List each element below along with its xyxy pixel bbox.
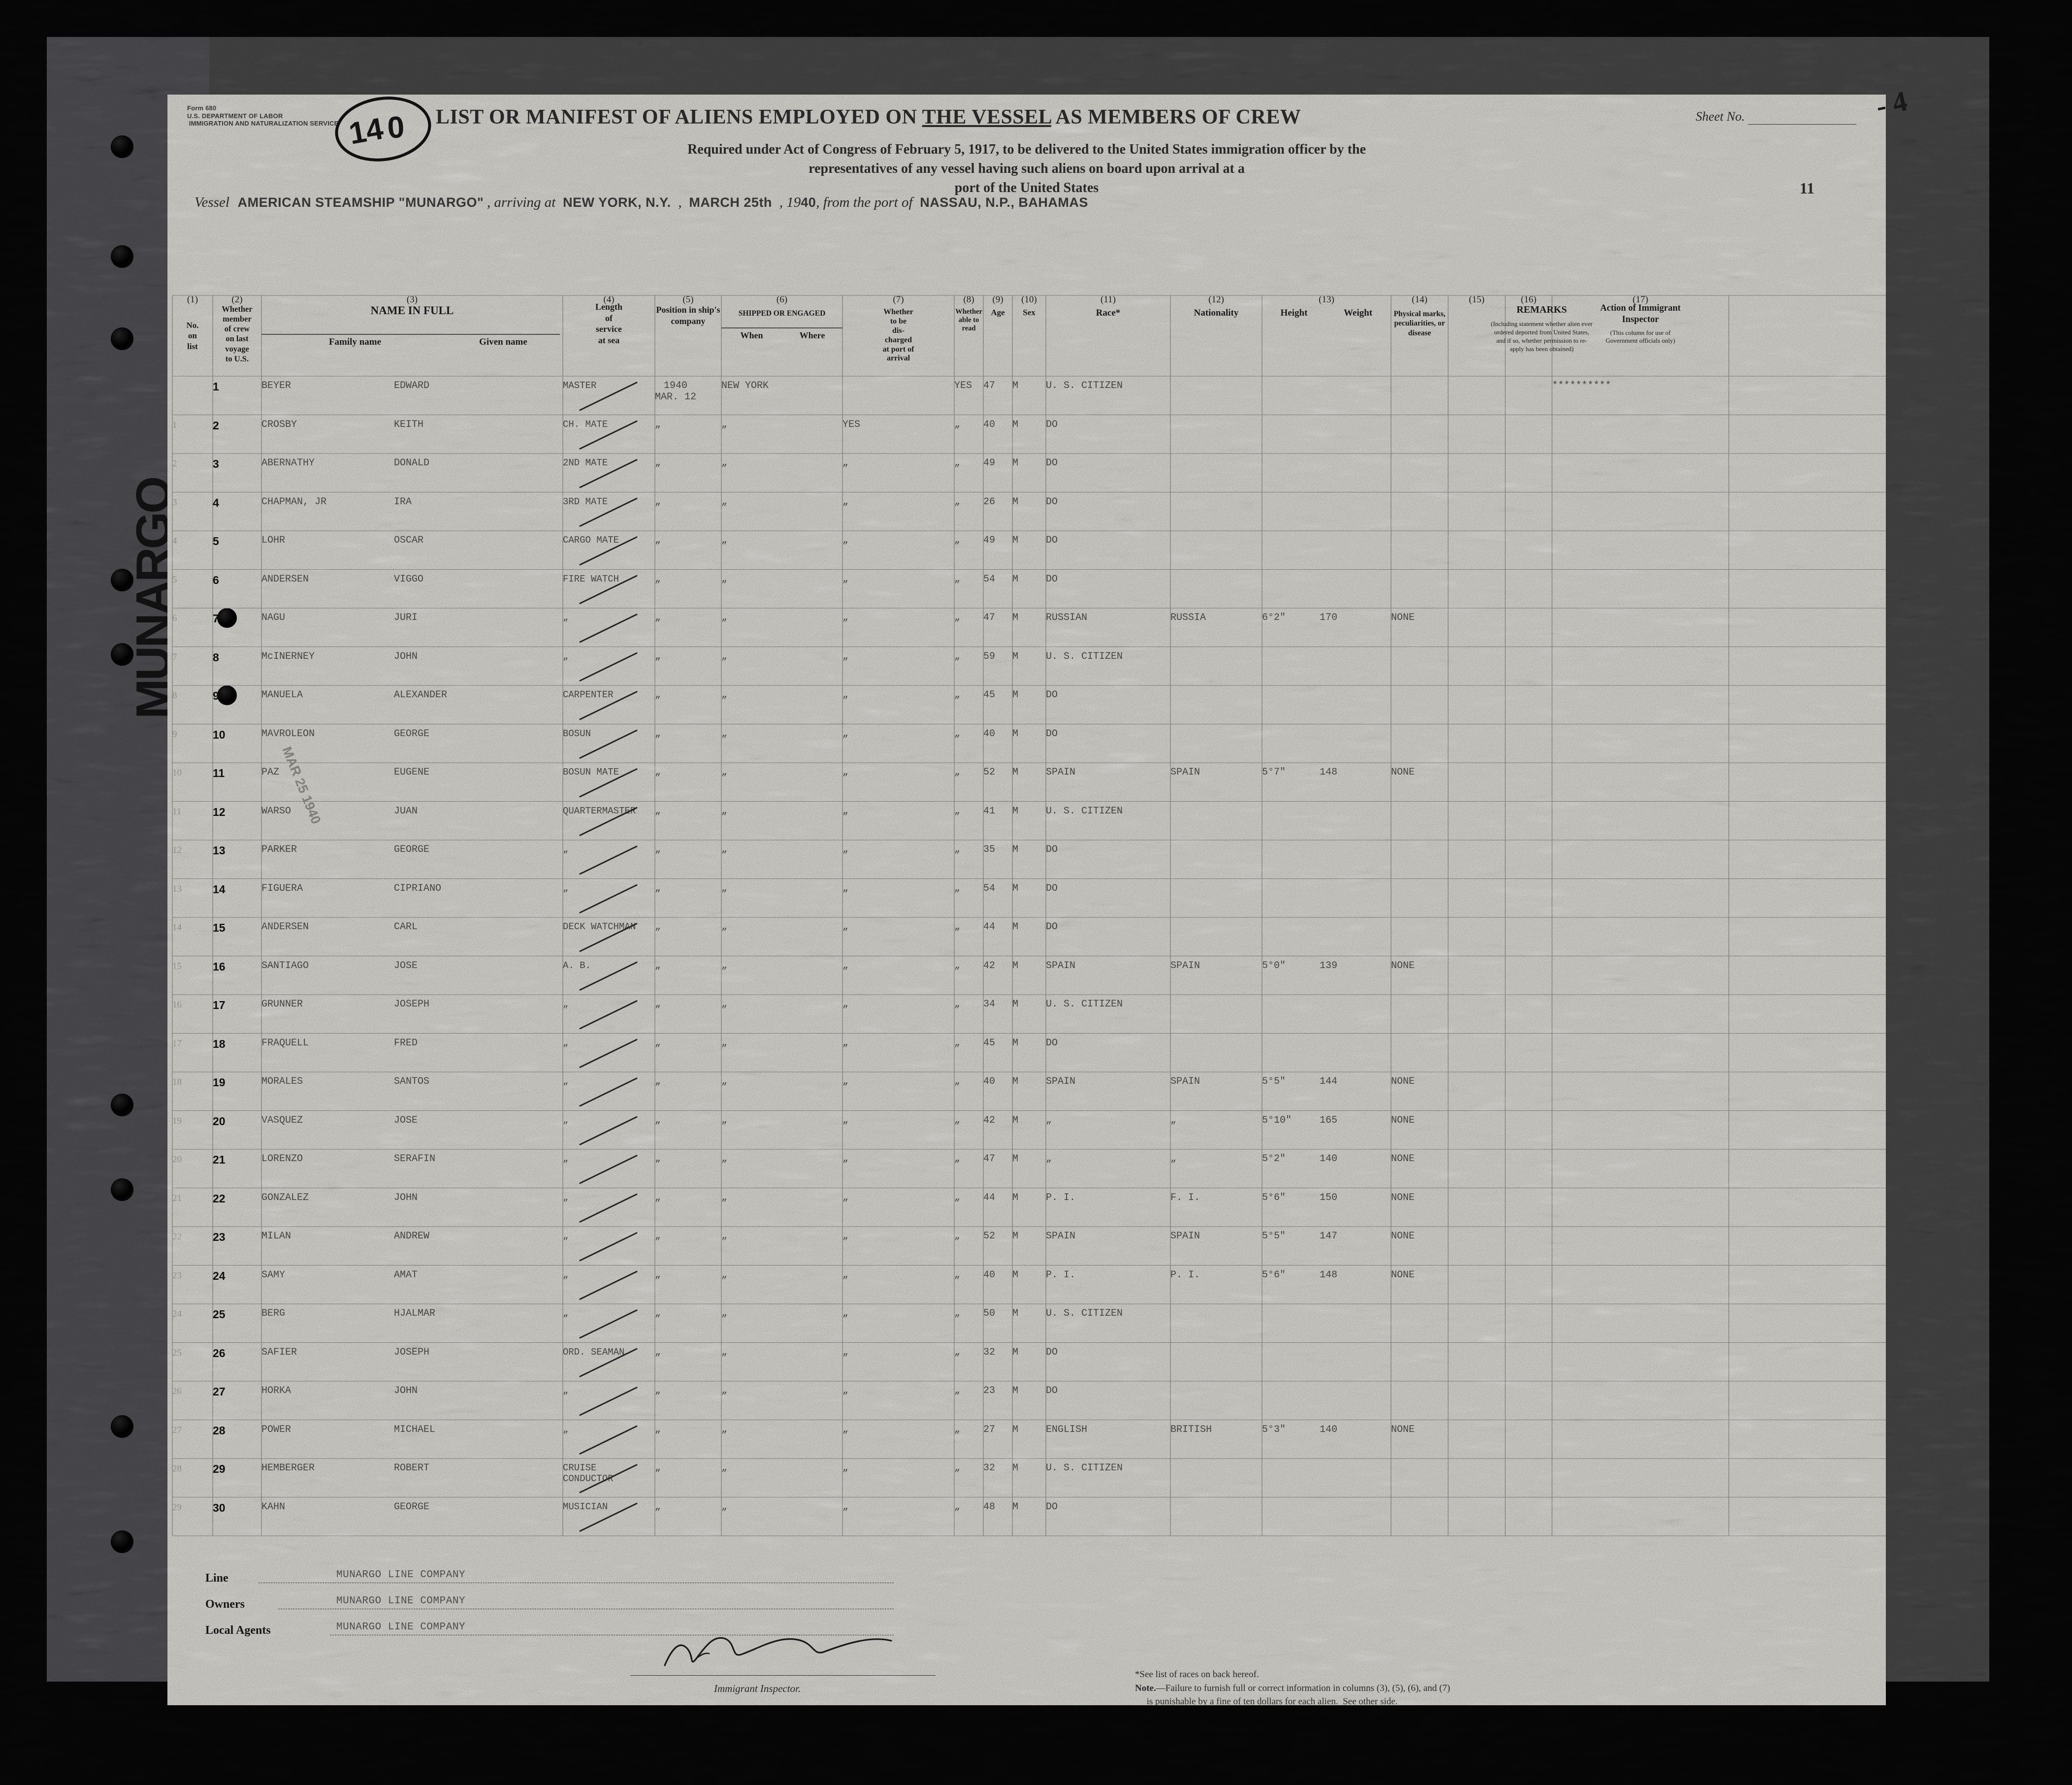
svg-text:- 4: - 4 [1873, 85, 1910, 123]
